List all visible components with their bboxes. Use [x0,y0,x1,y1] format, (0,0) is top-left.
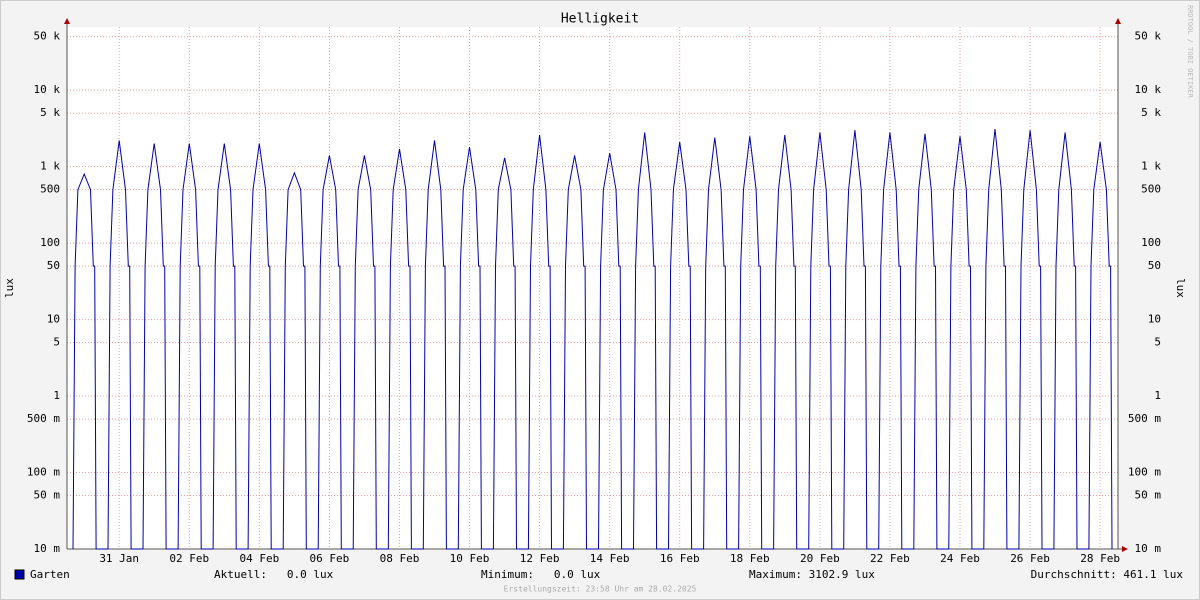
axis-arrow [64,18,70,24]
y-tick-label: 50 m [34,489,61,502]
y2-tick-label: 10 m [1135,542,1162,555]
y-axis-label: lux [3,278,16,298]
y2-tick-label: 500 m [1128,412,1161,425]
legend-label: Garten [30,568,70,581]
y-tick-label: 50 k [34,30,61,43]
y-tick-label: 5 [53,336,60,349]
x-tick-label: 08 Feb [380,552,420,565]
footer: Erstellungszeit: 23:58 Uhr am 28.02.2025 [504,585,697,594]
y2-tick-label: 50 m [1135,489,1162,502]
y2-tick-label: 5 [1154,336,1161,349]
data-line [72,128,1113,550]
x-tick-label: 18 Feb [730,552,770,565]
y2-tick-label: 50 [1148,259,1161,272]
y-tick-label: 100 m [27,466,60,479]
y-tick-label: 500 m [27,412,60,425]
y-tick-label: 1 k [40,160,60,173]
y-tick-label: 50 [47,259,60,272]
y2-tick-label: 100 m [1128,466,1161,479]
x-tick-label: 10 Feb [450,552,490,565]
y2-tick-label: 5 k [1141,106,1161,119]
stat: Durchschnitt: 461.1 lux [1031,568,1184,581]
y2-axis-label: lux [1174,278,1187,298]
x-tick-label: 22 Feb [870,552,910,565]
y2-tick-label: 10 [1148,313,1161,326]
y2-tick-label: 500 [1141,183,1161,196]
x-tick-label: 16 Feb [660,552,700,565]
x-tick-label: 02 Feb [169,552,209,565]
x-tick-label: 20 Feb [800,552,840,565]
stat: Minimum: 0.0 lux [481,568,601,581]
x-tick-label: 28 Feb [1080,552,1120,565]
x-tick-label: 04 Feb [239,552,279,565]
legend-swatch [14,569,25,580]
y-tick-label: 5 k [40,106,60,119]
y2-tick-label: 1 k [1141,160,1161,173]
y-tick-label: 100 [40,236,60,249]
x-tick-label: 31 Jan [99,552,139,565]
chart-title: Helligkeit [561,12,639,27]
stat: Aktuell: 0.0 lux [214,568,334,581]
plot-area [67,27,1118,549]
x-tick-label: 14 Feb [590,552,630,565]
y-tick-label: 500 [40,183,60,196]
y2-tick-label: 10 k [1135,83,1162,96]
stat: Maximum: 3102.9 lux [749,568,875,581]
x-tick-label: 06 Feb [310,552,350,565]
y2-tick-label: 1 [1154,389,1161,402]
x-tick-label: 24 Feb [940,552,980,565]
y-tick-label: 10 k [34,83,61,96]
x-tick-label: 26 Feb [1010,552,1050,565]
y-tick-label: 1 [53,389,60,402]
y-tick-label: 10 m [34,542,61,555]
y2-tick-label: 50 k [1135,30,1162,43]
y-tick-label: 10 [47,313,60,326]
y2-tick-label: 100 [1141,236,1161,249]
x-tick-label: 12 Feb [520,552,560,565]
axis-arrow [1115,18,1121,24]
axis-arrow [1122,546,1128,552]
credit: RRDTOOL / TOBI OETIKER [1186,5,1194,99]
